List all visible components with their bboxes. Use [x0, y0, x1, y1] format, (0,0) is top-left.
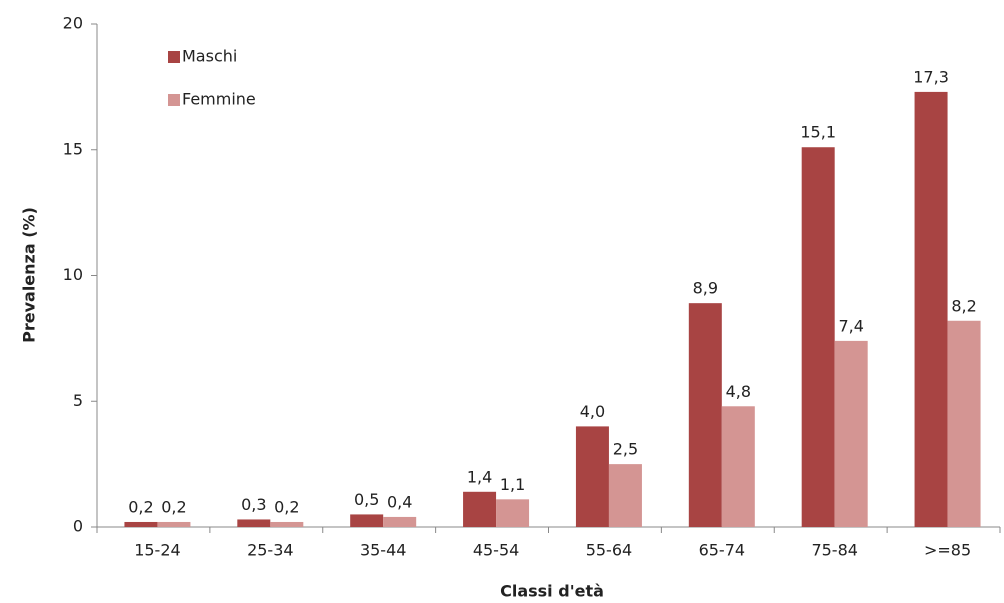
legend-label: Maschi	[182, 47, 237, 66]
bar	[721, 406, 755, 527]
x-tick-label: 25-34	[247, 541, 294, 560]
y-tick-label: 5	[73, 391, 83, 410]
value-label: 4,8	[726, 382, 751, 401]
y-tick-label: 15	[63, 139, 83, 158]
value-label: 2,5	[613, 440, 638, 459]
value-label: 7,4	[838, 316, 863, 335]
bar	[608, 464, 642, 527]
value-label: 17,3	[913, 67, 949, 86]
bar	[124, 521, 158, 527]
x-axis-title: Classi d'età	[500, 582, 604, 601]
x-tick-label: 65-74	[699, 541, 746, 560]
value-label: 8,9	[693, 279, 718, 298]
x-tick-label: 15-24	[134, 541, 181, 560]
value-label: 0,4	[387, 492, 412, 511]
value-label: 0,5	[354, 490, 379, 509]
value-label: 8,2	[951, 296, 976, 315]
bar	[270, 521, 304, 527]
y-tick-label: 0	[73, 517, 83, 536]
bar	[383, 516, 417, 527]
value-label: 1,4	[467, 467, 492, 486]
value-label: 4,0	[580, 402, 605, 421]
y-tick-label: 10	[63, 265, 83, 284]
legend-swatch	[168, 94, 180, 106]
bar	[914, 91, 948, 527]
bar	[947, 320, 981, 527]
value-label: 0,2	[128, 497, 153, 516]
bar	[496, 499, 530, 527]
bar	[157, 521, 191, 527]
bar	[463, 491, 497, 527]
value-label: 1,1	[500, 475, 525, 494]
value-label: 0,2	[274, 497, 299, 516]
x-tick-label: 35-44	[360, 541, 407, 560]
bar	[801, 147, 835, 528]
bar	[688, 303, 722, 527]
y-axis-title: Prevalenza (%)	[20, 207, 39, 343]
value-label: 15,1	[800, 123, 836, 142]
y-tick-label: 20	[63, 14, 83, 33]
x-tick-label: 55-64	[586, 541, 633, 560]
x-tick-label: >=85	[924, 541, 971, 560]
bar	[575, 426, 609, 527]
value-label: 0,3	[241, 495, 266, 514]
bar	[834, 340, 868, 527]
legend-label: Femmine	[182, 90, 256, 109]
legend-swatch	[168, 51, 180, 63]
bar	[237, 519, 271, 527]
bar	[350, 514, 384, 527]
x-tick-label: 45-54	[473, 541, 520, 560]
x-tick-label: 75-84	[811, 541, 858, 560]
value-label: 0,2	[161, 497, 186, 516]
